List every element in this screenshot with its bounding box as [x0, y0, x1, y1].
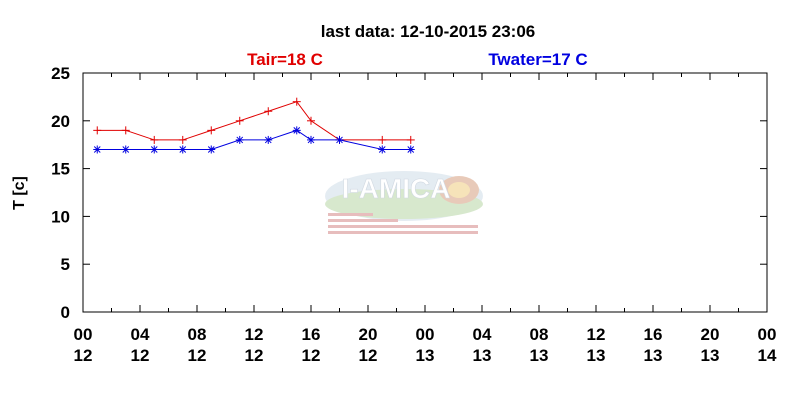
- data-point-tair: [406, 135, 415, 144]
- data-point-tair: [264, 107, 273, 116]
- plot-marks: [93, 97, 415, 154]
- y-tick-label: 5: [61, 255, 70, 274]
- x-tick-label-day: 13: [473, 346, 492, 365]
- data-point-twater: [93, 145, 102, 154]
- data-point-twater: [235, 135, 244, 144]
- marker-stroke: [179, 146, 187, 153]
- x-tick-label-hour: 12: [245, 325, 264, 344]
- y-tick-label: 25: [51, 64, 70, 83]
- x-tick-label-hour: 16: [302, 325, 321, 344]
- marker-stroke: [407, 146, 415, 153]
- x-tick-label-hour: 20: [701, 325, 720, 344]
- marker-stroke: [150, 146, 158, 153]
- data-point-twater: [378, 145, 387, 154]
- marker-stroke: [336, 136, 343, 144]
- data-point-twater: [307, 135, 315, 144]
- data-point-tair: [235, 116, 244, 125]
- series-line-twater: [97, 129, 411, 150]
- x-tick-label-day: 12: [74, 346, 93, 365]
- marker-stroke: [307, 136, 315, 144]
- x-tick-label-day: 13: [587, 346, 606, 365]
- data-point-twater: [207, 145, 216, 154]
- x-tick-label-hour: 20: [359, 325, 378, 344]
- watermark-logo: I-AMICA: [325, 171, 483, 234]
- data-point-twater: [406, 145, 415, 154]
- marker-stroke: [93, 146, 101, 153]
- y-tick-label: 20: [51, 112, 70, 131]
- data-point-tair: [307, 116, 315, 125]
- data-point-twater: [150, 145, 159, 154]
- data-point-tair: [378, 135, 387, 144]
- y-axis-label: T [c]: [11, 176, 28, 210]
- watermark-logo-text: I-AMICA: [342, 173, 451, 204]
- x-tick-label-day: 13: [530, 346, 549, 365]
- x-tick-label-day: 13: [644, 346, 663, 365]
- x-tick-label-day: 12: [245, 346, 264, 365]
- y-tick-label: 10: [51, 207, 70, 226]
- data-point-tair: [178, 135, 187, 144]
- marker-stroke: [378, 146, 386, 153]
- y-tick-label: 15: [51, 160, 70, 179]
- series-line-tair: [97, 101, 411, 141]
- x-tick-label-day: 12: [302, 346, 321, 365]
- x-tick-label-day: 13: [416, 346, 435, 365]
- axes: 0 5 10 15 20 25 00 12 04 12 08 12 12 12 16 12 20 12 00 13 04…: [51, 64, 777, 365]
- legend-tair: Tair=18 C: [247, 50, 323, 69]
- data-point-twater: [264, 135, 273, 144]
- x-tick-label-day: 14: [758, 346, 777, 365]
- x-tick-label-hour: 04: [473, 325, 492, 344]
- data-point-tair: [207, 126, 216, 135]
- x-tick-label-day: 13: [701, 346, 720, 365]
- x-tick-label-hour: 12: [587, 325, 606, 344]
- x-tick-label-hour: 08: [530, 325, 549, 344]
- x-tick-label-day: 12: [359, 346, 378, 365]
- x-tick-label-day: 12: [188, 346, 207, 365]
- data-point-twater: [335, 135, 344, 144]
- marker-stroke: [236, 136, 244, 144]
- marker-stroke: [264, 136, 272, 144]
- marker-stroke: [293, 127, 301, 134]
- data-point-twater: [292, 126, 301, 135]
- x-tick-label-hour: 00: [758, 325, 777, 344]
- data-point-tair: [292, 97, 301, 106]
- x-tick-label-day: 12: [131, 346, 150, 365]
- data-point-twater: [121, 145, 130, 154]
- data-point-tair: [150, 135, 159, 144]
- data-point-twater: [178, 145, 187, 154]
- x-tick-label-hour: 00: [416, 325, 435, 344]
- x-tick-label-hour: 04: [131, 325, 150, 344]
- chart-title: last data: 12-10-2015 23:06: [321, 22, 536, 41]
- data-point-tair: [93, 126, 102, 135]
- y-tick-label: 0: [61, 303, 70, 322]
- x-tick-label-hour: 00: [74, 325, 93, 344]
- legend-twater: Twater=17 C: [488, 50, 587, 69]
- marker-stroke: [122, 146, 130, 153]
- x-tick-label-hour: 08: [188, 325, 207, 344]
- data-point-tair: [121, 126, 130, 135]
- x-tick-label-hour: 16: [644, 325, 663, 344]
- marker-stroke: [207, 146, 215, 153]
